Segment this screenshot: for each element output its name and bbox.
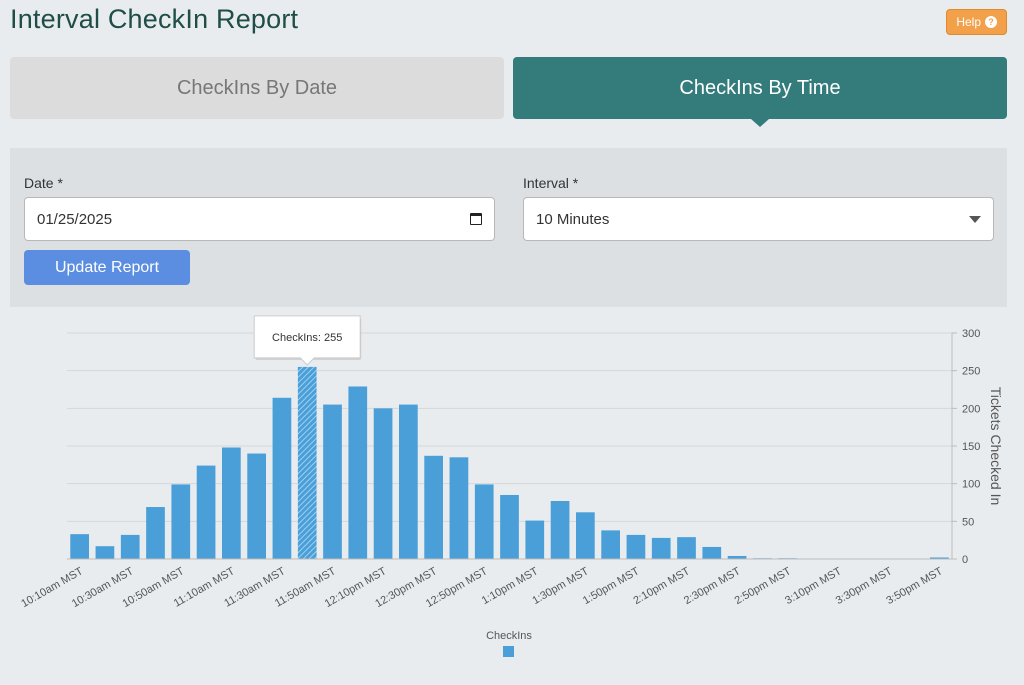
- legend-swatch: [503, 646, 514, 657]
- y-tick-label: 0: [962, 554, 968, 566]
- x-tick-label: 1:50pm MST: [581, 565, 642, 607]
- bar: [525, 520, 545, 559]
- active-tab-caret: [751, 119, 769, 127]
- y-tick-label: 300: [962, 328, 980, 340]
- interval-select[interactable]: 10 Minutes: [523, 197, 994, 241]
- y-tick-label: 100: [962, 479, 980, 491]
- x-tick-label: 3:10pm MST: [783, 565, 844, 607]
- bar: [399, 404, 418, 559]
- bar: [348, 386, 368, 559]
- bar: [297, 366, 317, 559]
- chevron-down-icon: [969, 215, 981, 223]
- bar: [247, 453, 266, 559]
- bar: [373, 408, 393, 559]
- bar: [727, 555, 747, 559]
- help-button[interactable]: Help ?: [946, 9, 1007, 35]
- interval-label: Interval *: [523, 175, 579, 191]
- bar: [222, 447, 241, 559]
- bar: [171, 484, 191, 559]
- tab-label: CheckIns By Date: [176, 76, 338, 99]
- date-field[interactable]: 01/25/2025: [24, 197, 495, 241]
- bar: [196, 465, 216, 559]
- x-tick-label: 2:50pm MST: [733, 565, 794, 607]
- bar: [70, 534, 89, 559]
- y-axis-label: Tickets Checked In: [988, 387, 1004, 506]
- tab-checkins-by-date[interactable]: CheckIns By Date: [10, 57, 504, 119]
- bar: [146, 507, 165, 559]
- tab-label: CheckIns By Time: [679, 76, 841, 99]
- bar: [500, 494, 519, 559]
- y-tick-label: 150: [962, 441, 980, 453]
- report-form: Date * 01/25/2025 Interval * 10 Minutes …: [10, 148, 1007, 307]
- tooltip-text: CheckIns: 255: [272, 332, 342, 344]
- x-tick-label: 2:10pm MST: [631, 565, 692, 607]
- tab-checkins-by-time[interactable]: CheckIns By Time: [513, 57, 1007, 127]
- bar: [626, 534, 646, 559]
- bar: [424, 455, 443, 559]
- bar: [930, 557, 949, 559]
- tooltip-box: [253, 315, 361, 366]
- x-tick-label: 3:30pm MST: [834, 565, 895, 607]
- bar: [272, 397, 292, 559]
- x-tick-label: 1:10pm MST: [480, 565, 541, 607]
- x-tick-label: 1:30pm MST: [530, 565, 591, 607]
- question-circle-icon: ?: [985, 16, 997, 28]
- x-tick-label: 2:30pm MST: [682, 565, 743, 607]
- bar: [651, 537, 671, 559]
- x-tick-label: 3:50pm MST: [884, 565, 945, 607]
- bar: [677, 537, 696, 559]
- update-report-button[interactable]: Update Report: [24, 250, 190, 285]
- bar: [576, 512, 595, 559]
- bar: [120, 534, 140, 559]
- bar: [702, 546, 722, 559]
- calendar-icon[interactable]: [470, 213, 482, 225]
- y-tick-label: 250: [962, 366, 980, 378]
- y-tick-label: 200: [962, 403, 980, 415]
- y-tick-label: 50: [962, 516, 974, 528]
- help-label: Help: [956, 15, 981, 29]
- bar: [95, 546, 115, 559]
- bar: [323, 404, 342, 559]
- legend-label: CheckIns: [486, 630, 532, 642]
- interval-value: 10 Minutes: [536, 210, 610, 228]
- bar: [601, 530, 620, 559]
- page-title: Interval CheckIn Report: [10, 4, 299, 34]
- date-label: Date *: [24, 175, 63, 191]
- date-value: 01/25/2025: [37, 210, 113, 228]
- bar: [550, 500, 570, 559]
- report-tabs: CheckIns By Date CheckIns By Time: [10, 57, 1007, 127]
- bar: [474, 484, 494, 559]
- bar: [449, 457, 469, 559]
